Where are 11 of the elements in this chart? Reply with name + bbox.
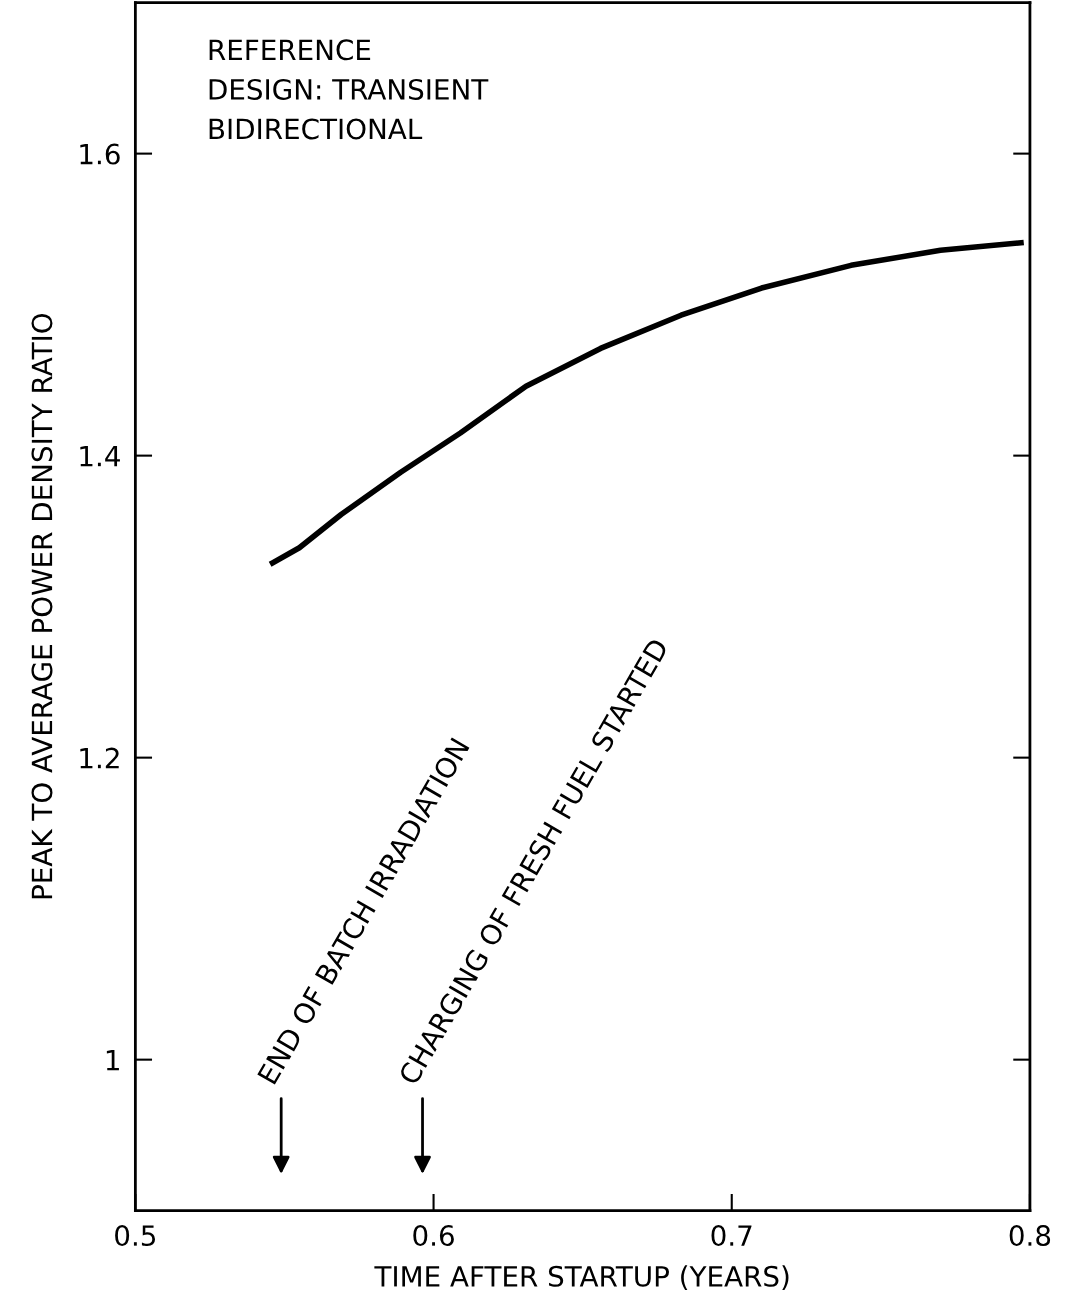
y-tick-label: 1.4 xyxy=(80,445,120,467)
y-tick-label: 1.6 xyxy=(80,143,120,165)
x-tick-label: 0.6 xyxy=(413,1225,454,1247)
y-tick-label: 1.2 xyxy=(80,747,119,769)
x-tick-label: 0.7 xyxy=(711,1225,752,1247)
annotation: REFERENCE DESIGN: TRANSIENT BIDIRECTIONAL xyxy=(209,39,489,140)
x-tick-label: 0.8 xyxy=(1009,1225,1051,1247)
y-axis-title: PEAK TO AVERAGE POWER DENSITY RATIO xyxy=(31,313,53,899)
x-axis-title: TIME AFTER STARTUP (YEARS) xyxy=(374,1265,789,1291)
x-tick-label: 0.5 xyxy=(115,1225,156,1247)
y-tick-label: 1 xyxy=(106,1049,119,1071)
